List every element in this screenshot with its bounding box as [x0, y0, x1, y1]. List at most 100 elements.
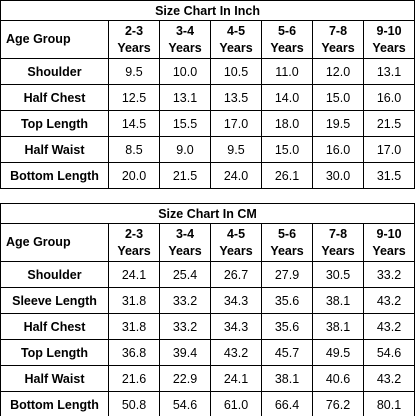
size-value: 54.6 [159, 391, 211, 416]
data-row: Half Chest 31.8 33.2 34.3 35.6 38.1 43.2 [0, 313, 416, 340]
row-label: Sleeve Length [0, 287, 109, 314]
size-value: 21.5 [159, 162, 211, 189]
header-cell: 3-4 Years [159, 223, 211, 262]
size-value: 13.1 [362, 58, 416, 85]
size-value: 40.6 [312, 365, 364, 392]
title-row: Size Chart In Inch [0, 0, 416, 21]
size-value: 9.5 [210, 136, 262, 163]
header-cell: 4-5 Years [210, 223, 262, 262]
size-value: 26.7 [210, 261, 262, 288]
table-title: Size Chart In CM [0, 203, 416, 224]
header-cell: 2-3 Years [108, 20, 160, 59]
size-value: 26.1 [261, 162, 313, 189]
size-value: 43.2 [210, 339, 262, 366]
data-row: Shoulder 9.5 10.0 10.5 11.0 12.0 13.1 [0, 58, 416, 85]
row-label: Bottom Length [0, 391, 109, 416]
row-label: Half Waist [0, 365, 109, 392]
data-row: Half Waist 21.6 22.9 24.1 38.1 40.6 43.2 [0, 365, 416, 392]
size-value: 15.0 [261, 136, 313, 163]
header-row: Age Group 2-3 Years 3-4 Years 4-5 Years 5-6 … [0, 223, 416, 262]
size-value: 15.0 [312, 84, 364, 111]
size-value: 13.5 [210, 84, 262, 111]
row-label: Half Chest [0, 313, 109, 340]
size-value: 43.2 [362, 313, 416, 340]
size-table: Size Chart In Inch Age Group 2-3 Years 3-4 … [0, 0, 416, 189]
size-value: 31.5 [362, 162, 416, 189]
header-row: Age Group 2-3 Years 3-4 Years 4-5 Years 5-6 … [0, 20, 416, 59]
data-row: Bottom Length 20.0 21.5 24.0 26.1 30.0 31.5 [0, 162, 416, 189]
size-value: 39.4 [159, 339, 211, 366]
data-row: Bottom Length 50.8 54.6 61.0 66.4 76.2 80.1 [0, 391, 416, 416]
size-value: 16.0 [312, 136, 364, 163]
size-value: 16.0 [362, 84, 416, 111]
size-value: 17.0 [362, 136, 416, 163]
size-value: 21.6 [108, 365, 160, 392]
size-value: 9.0 [159, 136, 211, 163]
size-value: 50.8 [108, 391, 160, 416]
size-value: 31.8 [108, 287, 160, 314]
header-cell: 3-4 Years [159, 20, 211, 59]
size-value: 21.5 [362, 110, 416, 137]
header-cell: 2-3 Years [108, 223, 160, 262]
size-value: 14.0 [261, 84, 313, 111]
size-value: 10.5 [210, 58, 262, 85]
size-value: 35.6 [261, 313, 313, 340]
size-value: 54.6 [362, 339, 416, 366]
data-row: Sleeve Length 31.8 33.2 34.3 35.6 38.1 43.2 [0, 287, 416, 314]
size-value: 12.5 [108, 84, 160, 111]
size-value: 19.5 [312, 110, 364, 137]
size-value: 38.1 [312, 313, 364, 340]
row-label: Half Chest [0, 84, 109, 111]
size-value: 43.2 [362, 287, 416, 314]
header-cell: 9-10 Years [362, 20, 416, 59]
size-value: 80.1 [362, 391, 416, 416]
size-value: 61.0 [210, 391, 262, 416]
size-value: 24.1 [210, 365, 262, 392]
size-value: 38.1 [312, 287, 364, 314]
size-value: 14.5 [108, 110, 160, 137]
size-value: 34.3 [210, 287, 262, 314]
size-value: 9.5 [108, 58, 160, 85]
size-value: 76.2 [312, 391, 364, 416]
header-cell: Age Group [0, 223, 109, 262]
size-value: 17.0 [210, 110, 262, 137]
size-value: 43.2 [362, 365, 416, 392]
header-cell: 4-5 Years [210, 20, 262, 59]
header-cell: Age Group [0, 20, 109, 59]
size-value: 34.3 [210, 313, 262, 340]
data-row: Half Chest 12.5 13.1 13.5 14.0 15.0 16.0 [0, 84, 416, 111]
row-label: Shoulder [0, 261, 109, 288]
size-value: 33.2 [159, 313, 211, 340]
title-row: Size Chart In CM [0, 203, 416, 224]
size-value: 15.5 [159, 110, 211, 137]
header-cell: 5-6 Years [261, 20, 313, 59]
size-value: 45.7 [261, 339, 313, 366]
data-row: Top Length 36.8 39.4 43.2 45.7 49.5 54.6 [0, 339, 416, 366]
header-cell: 9-10 Years [362, 223, 416, 262]
size-value: 24.1 [108, 261, 160, 288]
row-label: Half Waist [0, 136, 109, 163]
size-value: 33.2 [159, 287, 211, 314]
size-value: 36.8 [108, 339, 160, 366]
row-label: Bottom Length [0, 162, 109, 189]
row-label: Shoulder [0, 58, 109, 85]
size-value: 38.1 [261, 365, 313, 392]
data-row: Top Length 14.5 15.5 17.0 18.0 19.5 21.5 [0, 110, 416, 137]
size-value: 30.5 [312, 261, 364, 288]
size-value: 18.0 [261, 110, 313, 137]
table-title: Size Chart In Inch [0, 0, 416, 21]
data-row: Half Waist 8.5 9.0 9.5 15.0 16.0 17.0 [0, 136, 416, 163]
size-value: 33.2 [362, 261, 416, 288]
size-value: 30.0 [312, 162, 364, 189]
data-row: Shoulder 24.1 25.4 26.7 27.9 30.5 33.2 [0, 261, 416, 288]
size-value: 13.1 [159, 84, 211, 111]
header-cell: 5-6 Years [261, 223, 313, 262]
size-value: 12.0 [312, 58, 364, 85]
header-cell: 7-8 Years [312, 223, 364, 262]
size-table: Size Chart In CM Age Group 2-3 Years 3-4 Ye… [0, 203, 416, 416]
row-label: Top Length [0, 110, 109, 137]
size-value: 31.8 [108, 313, 160, 340]
size-value: 25.4 [159, 261, 211, 288]
size-value: 8.5 [108, 136, 160, 163]
